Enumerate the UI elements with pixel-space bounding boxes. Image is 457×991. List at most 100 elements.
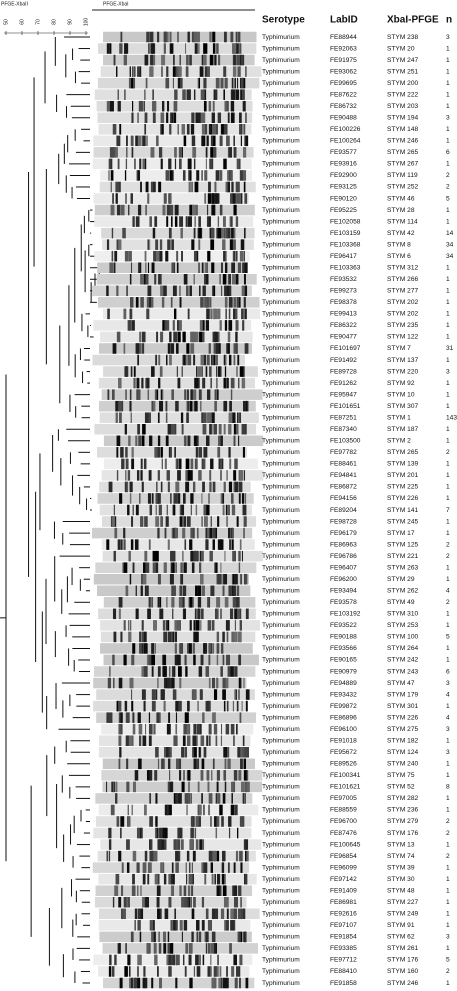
gel-band xyxy=(129,308,133,320)
gel-band xyxy=(188,643,192,654)
gel-band xyxy=(224,781,227,793)
cell: 34 xyxy=(446,253,454,260)
cell: 1 xyxy=(446,737,450,744)
cell: Typhimurium xyxy=(262,426,300,433)
cell: 1 xyxy=(446,126,450,133)
gel-band xyxy=(113,504,115,516)
gel-band xyxy=(208,793,213,804)
gel-band xyxy=(237,827,239,839)
gel-band xyxy=(173,100,178,112)
gel-band xyxy=(233,204,237,216)
gel-band xyxy=(207,620,212,631)
gel-band xyxy=(195,585,198,597)
gel-band xyxy=(214,943,217,954)
cell: 1 xyxy=(446,887,450,894)
gel-band xyxy=(132,735,134,746)
gel-band xyxy=(149,816,153,827)
cell: Typhimurium xyxy=(262,622,300,629)
gel-band xyxy=(186,216,188,227)
gel-band xyxy=(244,193,248,204)
cell: 2 xyxy=(446,599,450,606)
gel-band xyxy=(180,227,183,239)
gel-band xyxy=(133,366,136,377)
gel-band xyxy=(201,516,203,527)
gel-band xyxy=(143,700,146,712)
gel-band xyxy=(144,550,148,562)
gel-band xyxy=(170,343,175,354)
gel-band xyxy=(169,354,172,366)
gel-band xyxy=(114,250,118,262)
gel-band xyxy=(123,527,126,539)
gel-lane xyxy=(98,747,250,758)
gel-band xyxy=(113,54,116,66)
gel-band xyxy=(214,527,218,539)
gel-band xyxy=(117,100,121,112)
gel-band xyxy=(203,643,205,654)
cell: STYM 119 xyxy=(387,172,418,179)
gel-band xyxy=(166,66,169,77)
gel-band xyxy=(111,516,116,527)
cell: 1 xyxy=(446,980,450,987)
gel-band xyxy=(198,723,202,735)
gel-band xyxy=(197,781,199,793)
cell: 5 xyxy=(446,195,450,202)
gel-band xyxy=(185,470,189,481)
gel-band xyxy=(129,677,134,689)
gel-band xyxy=(196,966,201,977)
gel-band xyxy=(220,435,223,447)
gel-band xyxy=(230,666,234,677)
cell: 1 xyxy=(446,80,450,87)
gel-band xyxy=(192,204,196,216)
gel-band xyxy=(223,89,225,100)
gel-lane xyxy=(103,366,258,377)
gel-band xyxy=(215,793,218,804)
gel-band xyxy=(208,654,211,666)
gel-lane xyxy=(99,412,259,423)
gel-band xyxy=(154,550,159,562)
gel-band xyxy=(131,804,133,816)
gel-lane xyxy=(102,943,259,954)
gel-band xyxy=(115,781,118,793)
gel-band xyxy=(198,216,201,227)
gel-band xyxy=(111,966,115,977)
cell: STYM 246 xyxy=(387,980,418,987)
cell: Typhimurium xyxy=(262,403,300,410)
gel-band xyxy=(185,666,188,677)
gel-band xyxy=(152,920,155,931)
gel-band xyxy=(148,712,151,723)
gel-band xyxy=(226,516,228,527)
cell: FE96200 xyxy=(330,576,357,583)
gel-band xyxy=(186,400,189,412)
gel-band xyxy=(225,308,227,320)
gel-band xyxy=(145,77,148,89)
gel-band xyxy=(188,158,192,170)
gel-band xyxy=(208,181,211,193)
gel-band xyxy=(209,470,212,481)
gel-band xyxy=(216,377,218,389)
gel-band xyxy=(193,89,196,100)
gel-band xyxy=(209,54,214,66)
gel-band xyxy=(145,181,149,193)
gel-band xyxy=(194,377,198,389)
gel-band xyxy=(223,573,228,585)
gel-band xyxy=(210,308,213,320)
cell: FE88461 xyxy=(330,461,357,468)
cell: Typhimurium xyxy=(262,576,300,583)
gel-band xyxy=(222,850,226,862)
gel-band xyxy=(174,158,177,170)
gel-band xyxy=(211,412,215,423)
gel-band xyxy=(116,331,121,343)
gel-band xyxy=(216,608,219,620)
gel-band xyxy=(226,470,228,481)
gel-band xyxy=(213,689,218,700)
gel-band xyxy=(176,620,180,631)
gel-band xyxy=(123,89,126,100)
gel-band xyxy=(221,227,225,239)
gel-band xyxy=(225,320,228,331)
gel-band xyxy=(171,112,174,124)
gel-band xyxy=(139,931,142,943)
gel-band xyxy=(208,216,211,227)
gel-band xyxy=(188,723,191,735)
gel-band xyxy=(118,723,123,735)
gel-band xyxy=(158,147,163,158)
